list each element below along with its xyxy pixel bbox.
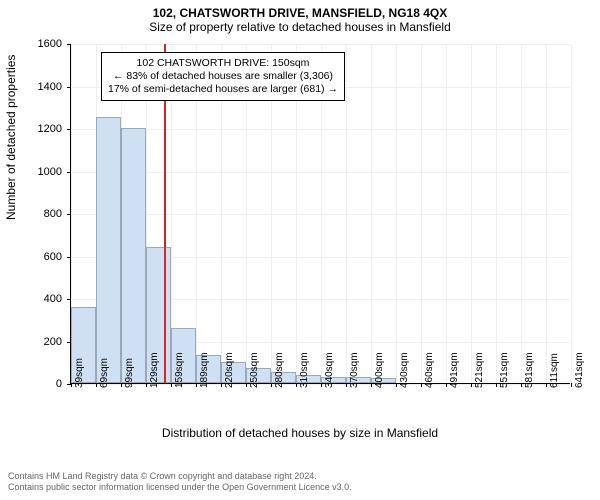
xtick-mark (271, 383, 272, 387)
annotation-line: ← 83% of detached houses are smaller (3,… (108, 70, 338, 83)
ytick-label: 800 (22, 208, 62, 220)
footer-line: Contains HM Land Registry data © Crown c… (8, 471, 352, 483)
ytick-label: 1400 (22, 81, 62, 93)
xtick-mark (396, 383, 397, 387)
xtick-label: 39sqm (74, 358, 85, 388)
annotation-line: 102 CHATSWORTH DRIVE: 150sqm (108, 57, 338, 70)
xtick-label: 189sqm (199, 352, 210, 388)
xtick-mark (546, 383, 547, 387)
xtick-mark (221, 383, 222, 387)
xtick-mark (446, 383, 447, 387)
footer: Contains HM Land Registry data © Crown c… (8, 471, 352, 494)
ytick-mark (67, 44, 71, 45)
ytick-label: 400 (22, 293, 62, 305)
xtick-mark (371, 383, 372, 387)
ytick-label: 1200 (22, 123, 62, 135)
xtick-mark (521, 383, 522, 387)
ytick-mark (67, 172, 71, 173)
gridline-vertical (571, 44, 572, 383)
xtick-mark (321, 383, 322, 387)
xtick-label: 611sqm (549, 353, 560, 388)
page-subtitle: Size of property relative to detached ho… (0, 20, 600, 34)
xtick-mark (171, 383, 172, 387)
xtick-mark (421, 383, 422, 387)
gridline-horizontal (71, 44, 570, 45)
xtick-label: 250sqm (249, 352, 260, 388)
xtick-label: 400sqm (374, 352, 385, 388)
ytick-mark (67, 214, 71, 215)
ytick-mark (67, 129, 71, 130)
xtick-mark (296, 383, 297, 387)
xtick-label: 69sqm (99, 358, 110, 388)
xtick-label: 551sqm (499, 352, 510, 388)
annotation-box: 102 CHATSWORTH DRIVE: 150sqm← 83% of det… (101, 52, 345, 101)
xtick-label: 521sqm (474, 352, 485, 388)
xtick-label: 99sqm (124, 358, 135, 388)
xtick-mark (71, 383, 72, 387)
ytick-mark (67, 87, 71, 88)
histogram-bar (121, 128, 146, 383)
ytick-label: 0 (22, 378, 62, 390)
xtick-mark (496, 383, 497, 387)
xtick-mark (246, 383, 247, 387)
ytick-mark (67, 299, 71, 300)
ytick-label: 1000 (22, 166, 62, 178)
xtick-mark (121, 383, 122, 387)
footer-line: Contains public sector information licen… (8, 482, 352, 494)
xtick-mark (196, 383, 197, 387)
ytick-label: 200 (22, 336, 62, 348)
xtick-label: 129sqm (149, 352, 160, 388)
page-title: 102, CHATSWORTH DRIVE, MANSFIELD, NG18 4… (0, 0, 600, 20)
xtick-mark (571, 383, 572, 387)
xtick-label: 280sqm (274, 352, 285, 388)
xtick-label: 430sqm (399, 352, 410, 388)
xtick-label: 581sqm (524, 352, 535, 388)
chart-area: 39sqm 69sqm 99sqm 129sqm 159sqm 189sqm 220sqm 2… (50, 44, 570, 404)
annotation-line: 17% of semi-detached houses are larger (… (108, 83, 338, 96)
xtick-label: 370sqm (349, 352, 360, 388)
xtick-mark (96, 383, 97, 387)
ytick-mark (67, 257, 71, 258)
xtick-label: 220sqm (224, 352, 235, 388)
ytick-label: 600 (22, 251, 62, 263)
plot: 39sqm69sqm99sqm129sqm159sqm189sqm220sqm2… (70, 44, 570, 384)
xtick-label: 491sqm (449, 352, 460, 388)
xtick-label: 310sqm (299, 352, 310, 388)
xtick-label: 460sqm (424, 352, 435, 388)
xtick-mark (471, 383, 472, 387)
xtick-mark (146, 383, 147, 387)
x-axis-label: Distribution of detached houses by size … (0, 426, 600, 440)
xtick-label: 159sqm (174, 352, 185, 388)
xtick-mark (346, 383, 347, 387)
ytick-label: 1600 (22, 38, 62, 50)
y-axis-label: Number of detached properties (4, 55, 18, 220)
xtick-label: 340sqm (324, 352, 335, 388)
histogram-bar (96, 117, 121, 383)
xtick-label: 641sqm (574, 352, 585, 388)
